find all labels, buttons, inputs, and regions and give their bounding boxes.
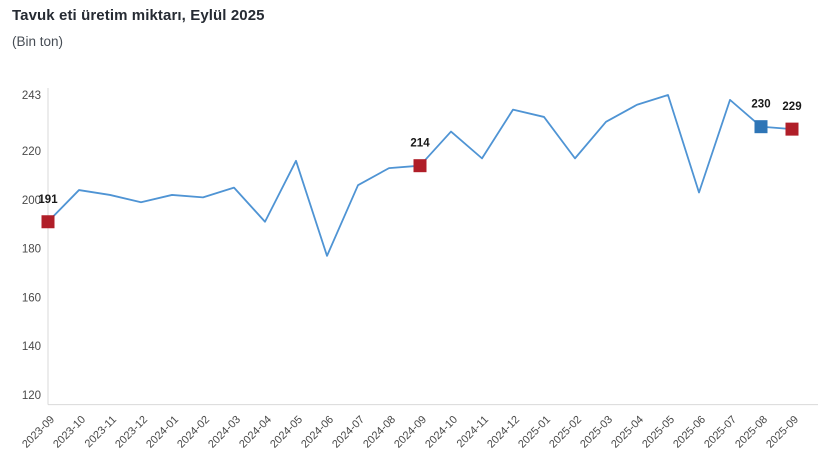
x-tick-label: 2025-09 <box>764 414 801 451</box>
y-tick-label: 180 <box>22 244 41 256</box>
y-tick-label: 220 <box>22 146 41 158</box>
x-tick-label: 2025-05 <box>640 414 677 451</box>
y-tick-label: 120 <box>22 390 41 402</box>
data-point-marker-2023-09[interactable] <box>41 215 55 229</box>
chart-title: Tavuk eti üretim miktarı, Eylül 2025 <box>12 7 265 24</box>
data-point-label-2024-09: 214 <box>410 138 430 150</box>
x-tick-label: 2024-02 <box>175 414 212 451</box>
x-tick-label: 2024-03 <box>206 414 243 451</box>
x-tick-label: 2025-08 <box>733 414 770 451</box>
data-point-marker-2024-09[interactable] <box>413 159 427 173</box>
x-tick-label: 2025-02 <box>547 414 584 451</box>
y-tick-label: 160 <box>22 292 41 304</box>
data-point-label-2023-09: 191 <box>38 194 58 206</box>
x-tick-label: 2025-01 <box>516 414 553 451</box>
x-tick-label: 2024-08 <box>361 414 398 451</box>
x-tick-label: 2024-12 <box>485 414 522 451</box>
x-tick-label: 2025-03 <box>578 414 615 451</box>
x-tick-label: 2025-06 <box>671 414 708 451</box>
x-tick-label: 2024-06 <box>299 414 336 451</box>
x-tick-label: 2025-04 <box>609 414 646 451</box>
production-line[interactable] <box>47 94 793 257</box>
x-tick-label: 2023-09 <box>20 414 57 451</box>
x-tick-label: 2024-10 <box>423 414 460 451</box>
x-tick-label: 2024-05 <box>268 414 305 451</box>
x-tick-label: 2024-01 <box>144 414 181 451</box>
x-tick-label: 2024-09 <box>392 414 429 451</box>
x-tick-label: 2023-11 <box>83 414 119 450</box>
x-tick-label: 2024-11 <box>455 414 491 450</box>
data-point-marker-2025-09[interactable] <box>785 122 799 136</box>
data-point-label-2025-09: 229 <box>782 101 801 113</box>
y-tick-label: 243 <box>22 90 41 102</box>
x-tick-label: 2025-07 <box>702 414 739 451</box>
y-tick-label: 200 <box>22 195 41 207</box>
data-point-label-2025-08: 230 <box>751 99 770 111</box>
y-tick-label: 140 <box>22 341 41 353</box>
chart-subtitle: (Bin ton) <box>12 34 64 49</box>
x-tick-label: 2024-07 <box>330 414 367 451</box>
x-tick-label: 2023-10 <box>51 414 88 451</box>
x-tick-label: 2024-04 <box>237 414 274 451</box>
x-tick-label: 2023-12 <box>113 414 150 451</box>
chart-header: Tavuk eti üretim miktarı, Eylül 2025 (Bi… <box>12 7 265 50</box>
data-point-marker-2025-08[interactable] <box>754 120 768 134</box>
